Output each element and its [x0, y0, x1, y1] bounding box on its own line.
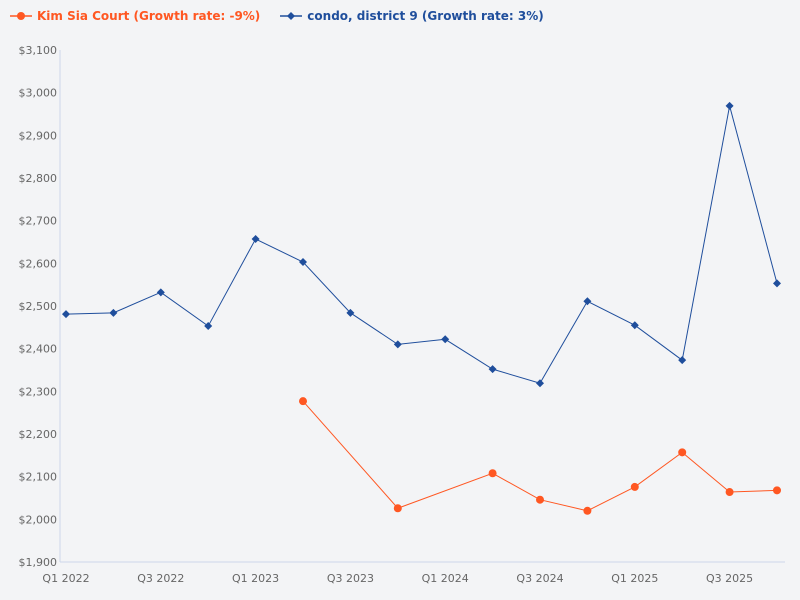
y-tick-label: $3,000 [19, 87, 58, 100]
data-point [346, 308, 355, 317]
series-line-1 [65, 105, 778, 384]
x-tick-label: Q3 2023 [327, 572, 374, 585]
legend-item-condo-district-9[interactable]: condo, district 9 (Growth rate: 3%) [280, 9, 544, 23]
y-tick-label: $2,400 [19, 343, 58, 356]
data-point [678, 448, 687, 457]
data-point [773, 486, 781, 495]
data-point [62, 310, 70, 319]
data-point [583, 506, 592, 515]
data-point [583, 297, 592, 306]
data-point [536, 495, 544, 504]
data-point [630, 482, 639, 491]
y-tick-label: $2,800 [19, 172, 58, 185]
data-point [630, 321, 639, 330]
data-point [156, 288, 165, 297]
y-tick-label: $3,100 [19, 44, 58, 57]
data-point [725, 101, 734, 110]
y-tick-label: $2,500 [19, 300, 58, 313]
x-tick-label: Q1 2022 [42, 572, 89, 585]
diamond-marker-icon [280, 12, 303, 20]
data-point [678, 356, 687, 365]
data-point [488, 469, 497, 478]
y-tick-label: $2,900 [19, 129, 58, 142]
y-tick-label: $2,100 [19, 471, 58, 484]
data-point [299, 258, 307, 267]
data-point [109, 308, 118, 317]
data-point [725, 488, 734, 497]
data-point [393, 340, 402, 349]
legend-label: condo, district 9 (Growth rate: 3%) [307, 9, 544, 23]
data-point [488, 365, 497, 374]
data-point [441, 335, 450, 344]
legend-item-kim-sia-court[interactable]: Kim Sia Court (Growth rate: -9%) [10, 9, 260, 23]
data-point [299, 397, 307, 406]
data-point [536, 379, 544, 388]
y-tick-label: $2,000 [19, 513, 58, 526]
y-tick-label: $2,300 [19, 385, 58, 398]
series-line-0 [302, 400, 778, 512]
x-tick-label: Q3 2022 [137, 572, 184, 585]
x-tick-label: Q3 2024 [516, 572, 563, 585]
legend-label: Kim Sia Court (Growth rate: -9%) [37, 9, 261, 23]
x-tick-label: Q1 2025 [611, 572, 658, 585]
data-point [251, 235, 260, 244]
legend: Kim Sia Court (Growth rate: -9%) condo, … [10, 9, 544, 23]
y-tick-label: $2,200 [19, 428, 58, 441]
y-tick-label: $2,600 [19, 257, 58, 270]
data-point [204, 322, 213, 331]
y-tick-label: $1,900 [19, 556, 58, 569]
x-tick-label: Q1 2024 [422, 572, 469, 585]
y-tick-label: $2,700 [19, 215, 58, 228]
circle-marker-icon [10, 12, 32, 20]
x-tick-label: Q1 2023 [232, 572, 279, 585]
x-tick-label: Q3 2025 [706, 572, 753, 585]
data-point [773, 279, 781, 288]
data-point [393, 504, 402, 513]
